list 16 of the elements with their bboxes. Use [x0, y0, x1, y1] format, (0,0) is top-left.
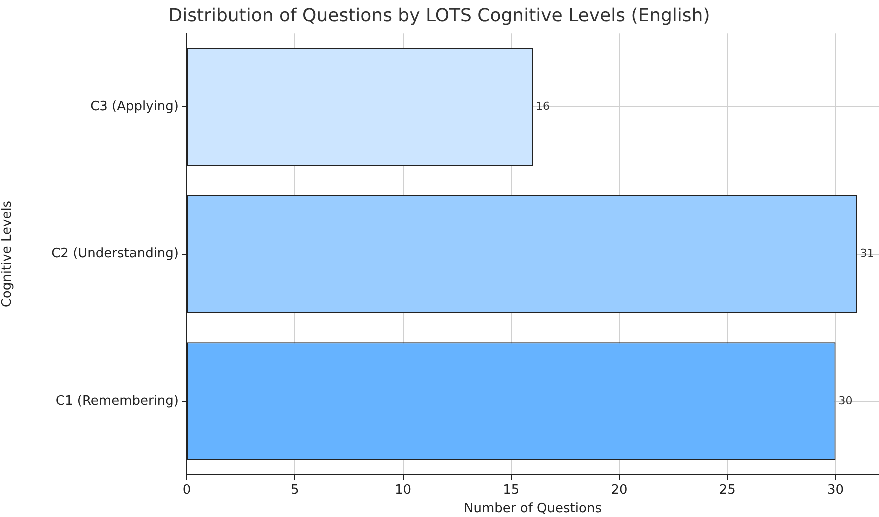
x-axis-title: Number of Questions	[464, 502, 602, 517]
x-tick-label: 10	[394, 483, 412, 498]
y-axis-title: Cognitive Levels	[0, 200, 16, 308]
y-tick-label: C3 (Applying)	[90, 100, 179, 115]
x-tick-label: 30	[827, 483, 844, 498]
x-tick-label: 20	[611, 483, 628, 498]
data-label: 16	[536, 100, 550, 114]
y-tick-label: C2 (Understanding)	[52, 246, 179, 262]
x-tick-label: 25	[719, 483, 736, 498]
data-label: 30	[838, 394, 853, 408]
x-tick-label: 5	[290, 483, 300, 498]
x-tick-label: 0	[182, 483, 192, 498]
x-tick-label: 15	[503, 483, 520, 498]
chart-title: Distribution of Questions by LOTS Cognitive Levels (English)	[168, 5, 710, 26]
y-tick-label: C1 (Remembering)	[56, 394, 179, 409]
data-label: 31	[860, 247, 874, 260]
